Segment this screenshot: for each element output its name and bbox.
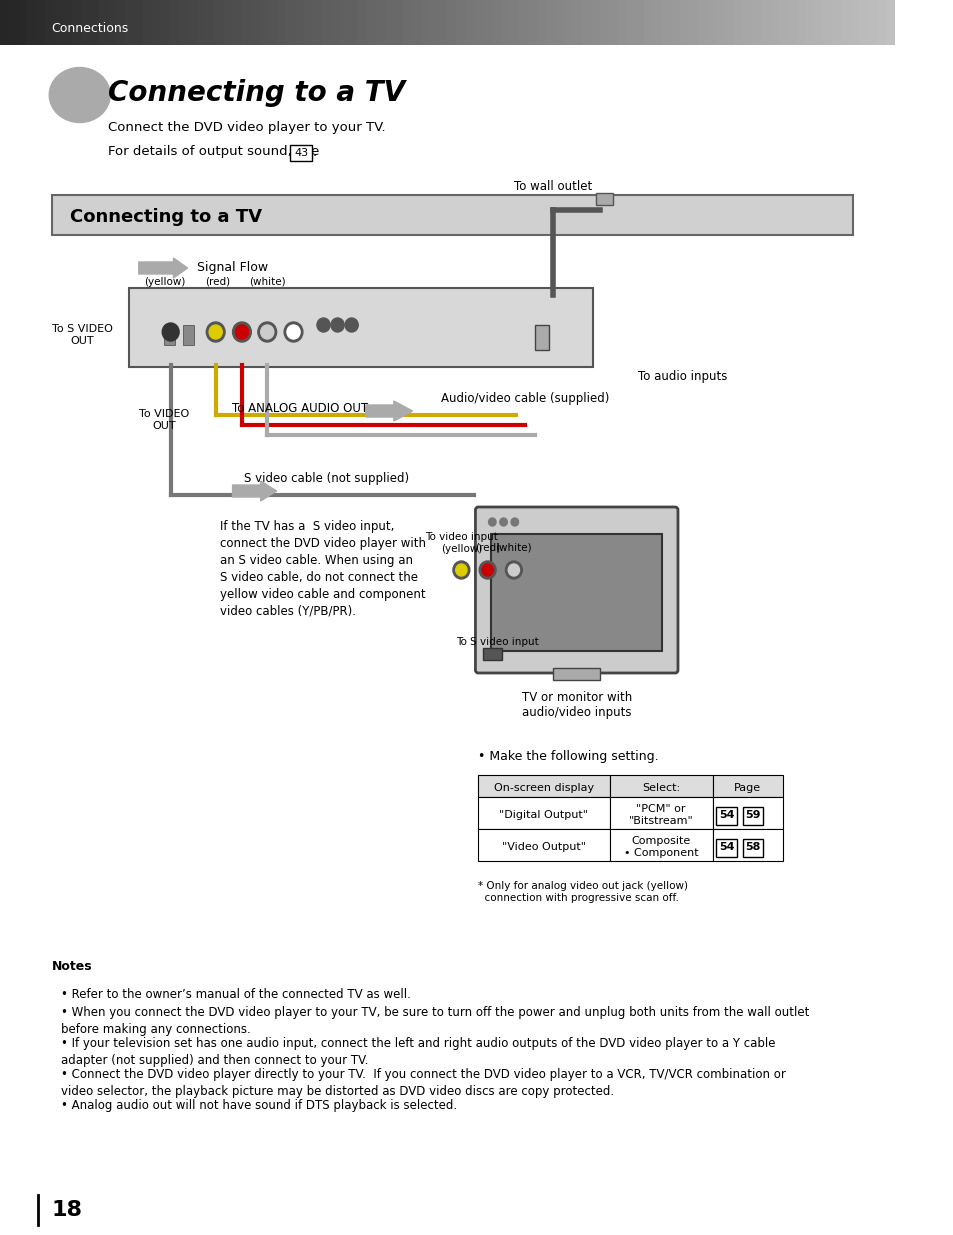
Bar: [712, 829, 782, 861]
Text: "PCM" or
"Bitstream": "PCM" or "Bitstream": [628, 804, 693, 826]
Bar: [712, 797, 782, 829]
Text: Notes: Notes: [51, 960, 92, 973]
Circle shape: [235, 325, 248, 338]
Text: • If your television set has one audio input, connect the left and right audio o: • If your television set has one audio i…: [61, 1037, 775, 1067]
Polygon shape: [233, 480, 276, 501]
Text: Connect the DVD video player to your TV.: Connect the DVD video player to your TV.: [108, 121, 385, 133]
Circle shape: [478, 561, 496, 579]
Text: On-screen display: On-screen display: [494, 783, 594, 793]
Text: To S video input: To S video input: [456, 637, 537, 647]
Bar: [609, 776, 712, 797]
Circle shape: [209, 325, 222, 338]
Circle shape: [511, 517, 518, 526]
Text: • When you connect the DVD video player to your TV, be sure to turn off the powe: • When you connect the DVD video player …: [61, 1007, 808, 1036]
Text: To VIDEO
OUT: To VIDEO OUT: [139, 409, 189, 431]
Text: To ANALOG AUDIO OUT: To ANALOG AUDIO OUT: [232, 401, 368, 415]
Circle shape: [316, 317, 330, 332]
Bar: [596, 193, 613, 205]
Bar: [534, 325, 548, 350]
Bar: [477, 776, 609, 797]
Text: (white): (white): [495, 542, 532, 552]
FancyBboxPatch shape: [741, 839, 762, 857]
Text: Audio/video cable (supplied): Audio/video cable (supplied): [440, 391, 608, 405]
Polygon shape: [365, 401, 412, 421]
FancyBboxPatch shape: [290, 144, 312, 161]
Text: If the TV has a  S video input,
connect the DVD video player with
an S video cab: If the TV has a S video input, connect t…: [220, 520, 426, 618]
Text: S video cable (not supplied): S video cable (not supplied): [244, 472, 409, 485]
Circle shape: [499, 517, 507, 526]
Circle shape: [345, 317, 357, 332]
Circle shape: [233, 322, 251, 342]
Text: Connections: Connections: [51, 21, 129, 35]
Text: Composite
• Component: Composite • Component: [623, 836, 698, 858]
Bar: [609, 797, 712, 829]
Ellipse shape: [50, 68, 110, 122]
Text: • Make the following setting.: • Make the following setting.: [477, 750, 659, 763]
Circle shape: [505, 561, 522, 579]
Text: Connecting to a TV: Connecting to a TV: [108, 79, 404, 107]
Circle shape: [162, 324, 179, 341]
Text: TV or monitor with
audio/video inputs: TV or monitor with audio/video inputs: [521, 692, 631, 719]
Circle shape: [257, 322, 276, 342]
Circle shape: [206, 322, 225, 342]
Text: (red): (red): [205, 277, 230, 287]
Text: To video input
(yellow): To video input (yellow): [424, 532, 497, 555]
Text: "Digital Output": "Digital Output": [498, 810, 588, 820]
Bar: [482, 648, 501, 659]
Text: • Analog audio out will not have sound if DTS playback is selected.: • Analog audio out will not have sound i…: [61, 1099, 456, 1112]
FancyBboxPatch shape: [491, 534, 661, 651]
Bar: [553, 668, 599, 680]
Circle shape: [481, 564, 493, 576]
FancyBboxPatch shape: [716, 839, 737, 857]
Text: (white): (white): [249, 277, 285, 287]
Bar: [712, 776, 782, 797]
Circle shape: [260, 325, 274, 338]
Text: To audio inputs: To audio inputs: [637, 370, 726, 383]
FancyBboxPatch shape: [741, 806, 762, 825]
Bar: [609, 829, 712, 861]
Text: • Refer to the owner’s manual of the connected TV as well.: • Refer to the owner’s manual of the con…: [61, 988, 411, 1002]
FancyBboxPatch shape: [716, 806, 737, 825]
Bar: [477, 797, 609, 829]
Circle shape: [453, 561, 469, 579]
Text: .: .: [312, 146, 316, 158]
Bar: [0, 0, 894, 44]
Text: 43: 43: [294, 148, 308, 158]
Bar: [183, 325, 193, 345]
Bar: [477, 829, 609, 861]
Text: To S VIDEO
OUT: To S VIDEO OUT: [52, 325, 112, 346]
Text: Page: Page: [734, 783, 760, 793]
Bar: [164, 325, 175, 345]
FancyBboxPatch shape: [51, 195, 852, 235]
Text: Select:: Select:: [641, 783, 679, 793]
Text: (red): (red): [475, 542, 499, 552]
Text: Signal Flow: Signal Flow: [196, 261, 268, 273]
Circle shape: [508, 564, 519, 576]
Text: 54: 54: [719, 809, 734, 820]
Text: (yellow): (yellow): [144, 277, 186, 287]
Text: * Only for analog video out jack (yellow)
  connection with progressive scan off: * Only for analog video out jack (yellow…: [477, 881, 687, 903]
Text: • Connect the DVD video player directly to your TV.  If you connect the DVD vide: • Connect the DVD video player directly …: [61, 1068, 785, 1098]
FancyBboxPatch shape: [475, 508, 678, 673]
Circle shape: [488, 517, 496, 526]
Circle shape: [287, 325, 300, 338]
Text: 58: 58: [744, 841, 760, 851]
Circle shape: [456, 564, 467, 576]
Text: For details of output sound, see: For details of output sound, see: [108, 146, 323, 158]
FancyArrowPatch shape: [141, 264, 181, 272]
Text: 18: 18: [51, 1200, 83, 1220]
Text: To wall outlet: To wall outlet: [514, 180, 592, 193]
Text: "Video Output": "Video Output": [501, 842, 585, 852]
Text: 59: 59: [744, 809, 760, 820]
Circle shape: [331, 317, 344, 332]
Polygon shape: [138, 258, 188, 278]
Circle shape: [284, 322, 302, 342]
Text: Connecting to a TV: Connecting to a TV: [71, 207, 262, 226]
FancyBboxPatch shape: [130, 288, 592, 367]
Text: 54: 54: [719, 841, 734, 851]
